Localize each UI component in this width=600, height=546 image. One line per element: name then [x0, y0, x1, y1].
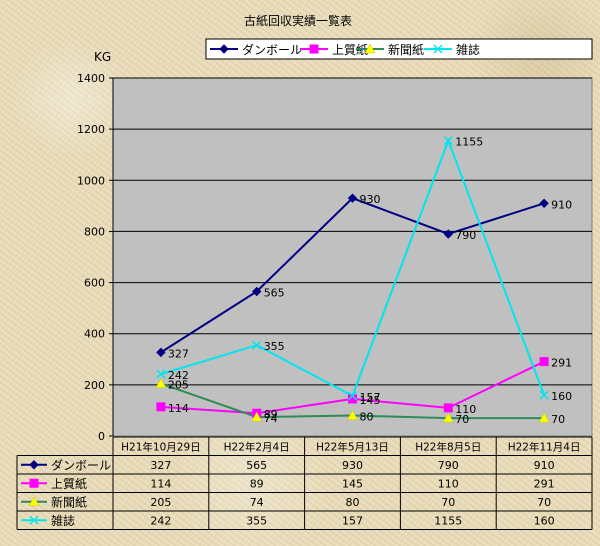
table-cell: 114	[150, 477, 171, 490]
table-cell: 80	[346, 496, 360, 509]
table-cell: 160	[534, 514, 555, 527]
marker-series-3	[251, 411, 263, 422]
marker-series-4	[443, 136, 453, 146]
table-cell: 89	[250, 477, 264, 490]
marker-series-3	[442, 412, 454, 423]
marker-legend	[433, 44, 443, 54]
marker-series-4	[156, 369, 166, 379]
marker-series-1	[539, 198, 549, 209]
table-cell: 242	[150, 514, 171, 527]
marker-series-1	[251, 286, 262, 297]
data-label: 291	[551, 357, 572, 370]
y-tick-label: 0	[98, 430, 105, 443]
legend: ダンボール 上質紙 新聞紙 雑誌	[205, 38, 593, 60]
series-markers	[155, 136, 550, 423]
marker-series-2	[539, 357, 549, 367]
data-label: 80	[360, 411, 374, 424]
marker-series-1	[443, 229, 454, 239]
marker-legend	[364, 43, 376, 54]
y-axis-unit-label: KG	[94, 50, 111, 64]
data-label: 70	[551, 413, 565, 426]
table-cell: 205	[150, 496, 171, 509]
table-cell: 291	[534, 477, 555, 490]
data-label: 1155	[455, 136, 483, 149]
y-axis: 0 200 400 600 800 1000 1200 1400	[77, 72, 114, 443]
table-cell: 930	[342, 459, 363, 472]
data-label: 110	[455, 403, 476, 416]
x-tick-label: H22年5月13日	[316, 440, 389, 453]
table-series-name: ダンボール	[51, 457, 111, 472]
y-tick-label: 1000	[77, 174, 105, 187]
data-table: H21年10月29日 H22年2月4日 H22年5月13日 H22年8月5日 H22年1…	[16, 436, 593, 530]
marker-series-2	[156, 402, 166, 412]
table-cell: 110	[438, 477, 459, 490]
marker-series-4	[347, 391, 358, 401]
table-cell: 70	[441, 496, 455, 509]
data-label: 565	[264, 287, 285, 300]
marker-series-2	[443, 403, 453, 413]
legend-label: 雑誌	[456, 42, 480, 57]
x-tick-label: H21年10月29日	[121, 440, 200, 453]
y-tick-label: 1200	[77, 123, 105, 136]
data-label: 160	[551, 390, 572, 403]
marker-legend	[309, 44, 319, 54]
table-cell: 74	[250, 496, 264, 509]
legend-box	[205, 38, 593, 60]
table-cell: 70	[537, 496, 551, 509]
data-label: 70	[455, 413, 469, 426]
y-tick-label: 600	[84, 277, 105, 290]
table-cell: 157	[342, 514, 363, 527]
marker-legend	[219, 44, 229, 54]
data-label: 242	[168, 369, 189, 382]
data-label: 355	[264, 340, 285, 353]
data-label: 157	[360, 391, 381, 404]
data-label: 327	[168, 347, 189, 360]
data-label: 790	[455, 229, 476, 242]
table-series-name: 上質紙	[51, 476, 87, 491]
legend-label: ダンボール	[242, 42, 302, 57]
data-label: 114	[168, 402, 189, 415]
data-label: 74	[264, 412, 278, 425]
table-cell: 355	[246, 514, 267, 527]
x-tick-label: H22年2月4日	[224, 440, 290, 453]
marker-series-3	[155, 378, 167, 388]
marker-series-1	[347, 193, 358, 203]
data-label: 145	[360, 394, 381, 407]
marker-series-3	[538, 412, 550, 423]
table-cell: 910	[534, 459, 555, 472]
data-label: 89	[264, 408, 278, 421]
data-label: 930	[360, 193, 381, 206]
legend-label: 上質紙	[332, 42, 368, 57]
y-tick-label: 200	[84, 379, 105, 392]
marker-series-1	[156, 347, 166, 358]
table-cell: 1155	[434, 514, 462, 527]
table-series-name: 新聞紙	[51, 494, 87, 509]
y-tick-label: 400	[84, 328, 105, 341]
chart-title: 古紙回収実績一覧表	[244, 13, 352, 28]
data-label: 910	[551, 198, 572, 211]
x-tick-label: H22年8月5日	[415, 440, 481, 453]
table-cell: 327	[150, 459, 171, 472]
legend-label: 新聞紙	[388, 42, 424, 57]
data-label: 205	[168, 379, 189, 392]
marker-table-legend	[28, 496, 40, 506]
table-cell: 565	[246, 459, 267, 472]
marker-series-4	[539, 390, 549, 400]
marker-table-legend	[29, 478, 39, 488]
table-series-name: 雑誌	[51, 513, 75, 528]
y-tick-label: 1400	[77, 72, 105, 85]
gridlines	[113, 77, 592, 386]
data-labels: 327 565 930 790 910 114 89 145 110 291 205 74 80 70 70…	[168, 136, 572, 426]
marker-table-legend	[29, 460, 39, 470]
table-cell: 145	[342, 477, 363, 490]
y-tick-label: 800	[84, 225, 105, 238]
marker-series-3	[347, 410, 358, 420]
marker-series-4	[252, 340, 262, 350]
x-tick-label: H22年11月4日	[508, 440, 581, 453]
table-cell: 790	[438, 459, 459, 472]
marker-table-legend	[29, 515, 39, 525]
